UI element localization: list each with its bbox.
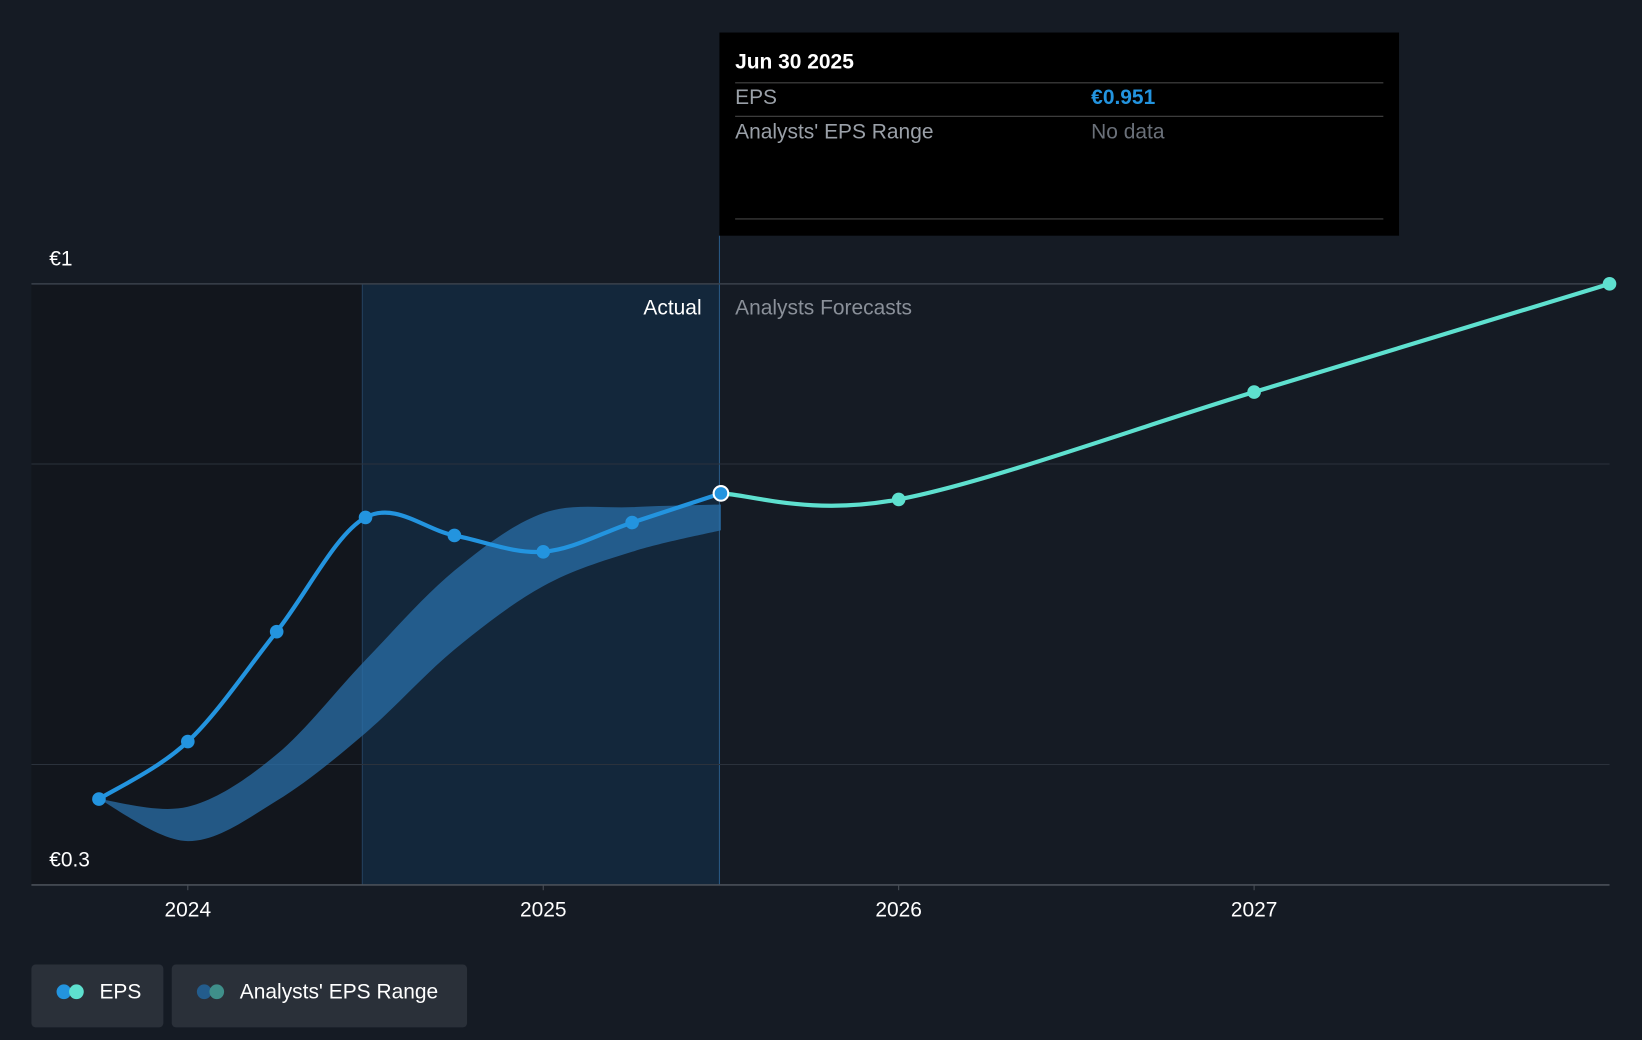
actual-label: Actual xyxy=(643,297,701,320)
x-tick-label: 2025 xyxy=(520,899,567,922)
eps-point xyxy=(1247,385,1261,399)
legend-swatch xyxy=(209,984,225,1000)
eps-point xyxy=(358,510,373,525)
legend-swatch xyxy=(56,984,72,1000)
eps-point xyxy=(180,734,195,749)
legend-label: EPS xyxy=(99,980,141,1003)
eps-point xyxy=(891,492,906,507)
forecast-label: Analysts Forecasts xyxy=(735,297,912,320)
x-tick-label: 2026 xyxy=(875,899,922,922)
eps-point xyxy=(92,792,106,806)
tooltip-value: €0.951 xyxy=(1091,86,1155,109)
past-shade xyxy=(31,283,363,885)
eps-line xyxy=(720,281,1611,508)
range-band xyxy=(98,504,721,842)
tooltip: Jun 30 2025 EPS €0.951 Analysts' EPS Ran… xyxy=(719,32,1400,236)
y-tick-label: €1 xyxy=(49,247,72,270)
tooltip-key: EPS xyxy=(735,86,777,109)
tooltip-box xyxy=(719,32,1400,236)
x-tick-label: 2024 xyxy=(165,899,212,922)
legend-swatch xyxy=(69,984,84,1000)
tooltip-date: Jun 30 2025 xyxy=(735,50,854,73)
legend: EPS Analysts' EPS Range xyxy=(31,964,468,1028)
tooltip-value: No data xyxy=(1091,121,1165,144)
eps-point xyxy=(625,515,639,530)
legend-label: Analysts' EPS Range xyxy=(240,980,438,1003)
eps-point xyxy=(536,544,551,559)
eps-line xyxy=(97,491,722,801)
legend-item[interactable] xyxy=(31,964,164,1028)
x-tick-label: 2027 xyxy=(1231,899,1278,922)
eps-point xyxy=(447,528,462,543)
eps-point xyxy=(1602,277,1617,291)
legend-swatch xyxy=(196,984,212,1000)
legend-item[interactable] xyxy=(171,964,468,1028)
eps-point xyxy=(712,485,730,502)
eps-point xyxy=(269,624,284,639)
tooltip-key: Analysts' EPS Range xyxy=(735,121,933,144)
y-tick-label: €0.3 xyxy=(49,848,90,871)
